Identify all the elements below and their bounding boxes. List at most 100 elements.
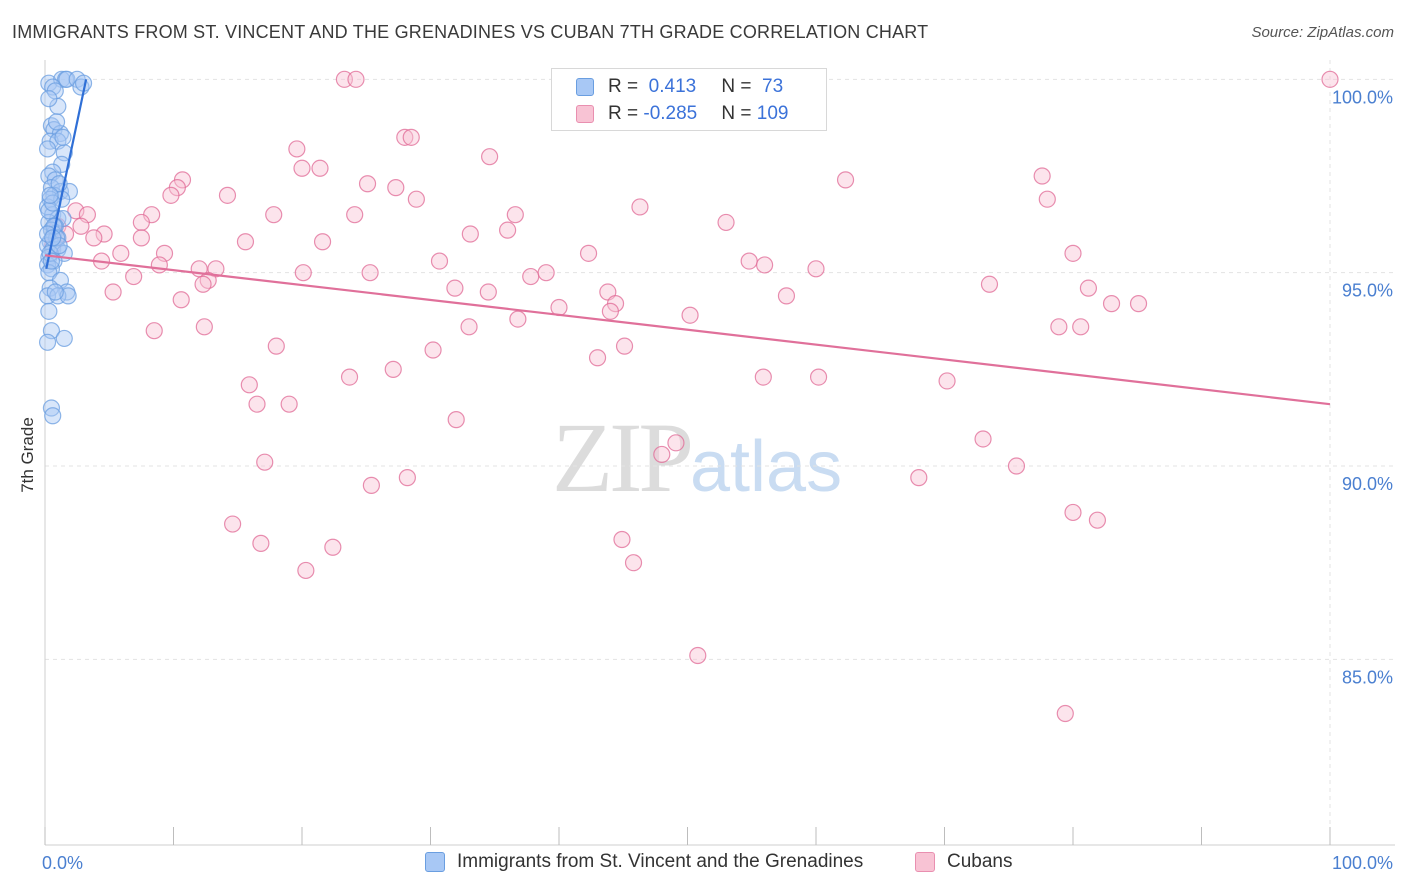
point-cubans bbox=[358, 175, 377, 193]
point-cubans bbox=[777, 287, 796, 305]
point-cubans bbox=[681, 306, 699, 324]
legend-swatch-pink bbox=[576, 105, 594, 123]
point-cubans bbox=[1033, 167, 1051, 185]
point-cubans bbox=[311, 159, 329, 177]
point-cubans bbox=[172, 291, 190, 309]
point-cubans bbox=[1007, 457, 1026, 475]
point-cubans bbox=[150, 256, 168, 274]
point-cubans bbox=[194, 275, 212, 293]
point-cubans bbox=[195, 318, 213, 336]
legend-row-blue: R = 0.413 N = 73 bbox=[576, 75, 783, 99]
point-cubans bbox=[601, 302, 620, 320]
point-cubans bbox=[689, 646, 707, 665]
point-cubans bbox=[293, 159, 311, 177]
point-cubans bbox=[447, 411, 465, 429]
point-cubans bbox=[248, 395, 266, 413]
series-swatch-blue bbox=[425, 852, 445, 872]
point-cubans bbox=[1079, 279, 1098, 297]
series-legend-item-cubans[interactable]: Cubans bbox=[915, 851, 1013, 873]
point-cubans bbox=[387, 179, 405, 197]
point-cubans bbox=[479, 283, 497, 301]
point-cubans bbox=[807, 260, 825, 278]
point-cubans bbox=[481, 148, 499, 166]
watermark-zip: ZIP bbox=[552, 402, 694, 513]
point-immigrants bbox=[47, 113, 66, 131]
legend-n-label: N = bbox=[721, 76, 757, 97]
point-cubans bbox=[125, 267, 143, 286]
point-cubans bbox=[461, 225, 479, 243]
point-cubans bbox=[145, 322, 163, 340]
legend-swatch-blue bbox=[576, 78, 594, 96]
point-cubans bbox=[132, 229, 150, 247]
point-cubans bbox=[347, 70, 365, 88]
point-cubans bbox=[1056, 704, 1074, 723]
point-cubans bbox=[324, 538, 342, 556]
point-cubans bbox=[294, 264, 312, 282]
point-cubans bbox=[499, 221, 517, 239]
point-cubans bbox=[313, 233, 332, 251]
point-cubans bbox=[506, 206, 524, 224]
point-cubans bbox=[615, 337, 634, 355]
chart-source: Source: ZipAtlas.com bbox=[1251, 24, 1394, 41]
watermark-atlas: atlas bbox=[690, 427, 843, 507]
point-immigrants bbox=[38, 333, 57, 351]
point-immigrants bbox=[46, 283, 64, 301]
point-cubans bbox=[224, 515, 242, 533]
point-cubans bbox=[104, 283, 122, 301]
point-cubans bbox=[398, 469, 416, 487]
point-immigrants bbox=[44, 407, 62, 425]
y-tick-label: 95.0% bbox=[1342, 281, 1393, 301]
point-cubans bbox=[754, 368, 772, 386]
point-cubans bbox=[267, 337, 285, 355]
point-cubans bbox=[95, 225, 113, 243]
point-cubans bbox=[1088, 511, 1107, 529]
legend-n-value: 73 bbox=[756, 76, 784, 97]
point-cubans bbox=[162, 186, 180, 204]
correlation-legend: R = 0.413 N = 73 R = -0.285 N = 109 bbox=[551, 68, 827, 131]
point-cubans bbox=[384, 360, 402, 378]
series-label: Immigrants from St. Vincent and the Gren… bbox=[457, 851, 864, 872]
point-cubans bbox=[938, 372, 956, 390]
trend-line-cubans bbox=[44, 254, 1331, 406]
point-cubans bbox=[132, 213, 150, 232]
series-legend-item-immigrants[interactable]: Immigrants from St. Vincent and the Gren… bbox=[425, 851, 863, 873]
point-cubans bbox=[522, 267, 540, 286]
point-cubans bbox=[236, 233, 255, 251]
point-immigrants bbox=[41, 186, 59, 204]
point-cubans bbox=[460, 318, 478, 336]
point-cubans bbox=[407, 190, 425, 208]
point-cubans bbox=[974, 430, 992, 448]
axes bbox=[44, 60, 1395, 846]
point-cubans bbox=[910, 469, 928, 487]
point-cubans bbox=[537, 264, 555, 282]
trend-line-immigrants bbox=[45, 79, 88, 270]
point-immigrants bbox=[54, 128, 72, 146]
series-label: Cubans bbox=[947, 851, 1013, 872]
x-tick-label: 100.0% bbox=[1332, 853, 1393, 873]
point-cubans bbox=[362, 476, 380, 494]
point-cubans bbox=[85, 229, 103, 247]
point-cubans bbox=[717, 213, 735, 232]
point-cubans bbox=[579, 244, 598, 262]
point-cubans bbox=[653, 445, 671, 464]
trend-lines bbox=[44, 79, 1331, 406]
point-cubans bbox=[631, 198, 649, 216]
legend-r-value: 0.413 bbox=[643, 76, 697, 97]
point-immigrants bbox=[40, 302, 58, 320]
tick-labels: 85.0% 90.0% 95.0% 100.0% 0.0% 100.0% bbox=[42, 87, 1393, 873]
point-cubans bbox=[1072, 318, 1090, 336]
y-tick-label: 100.0% bbox=[1332, 87, 1393, 107]
point-cubans bbox=[740, 252, 758, 270]
point-cubans bbox=[509, 310, 527, 328]
legend-row-pink: R = -0.285 N = 109 bbox=[576, 102, 788, 126]
point-immigrants bbox=[38, 140, 57, 158]
point-cubans bbox=[588, 349, 607, 367]
point-cubans bbox=[72, 217, 90, 235]
grid-lines bbox=[45, 60, 1395, 845]
data-points bbox=[38, 70, 1339, 723]
point-cubans bbox=[280, 395, 298, 413]
point-cubans bbox=[1129, 295, 1148, 313]
point-cubans bbox=[980, 275, 999, 293]
legend-r-label: R = bbox=[608, 76, 644, 97]
